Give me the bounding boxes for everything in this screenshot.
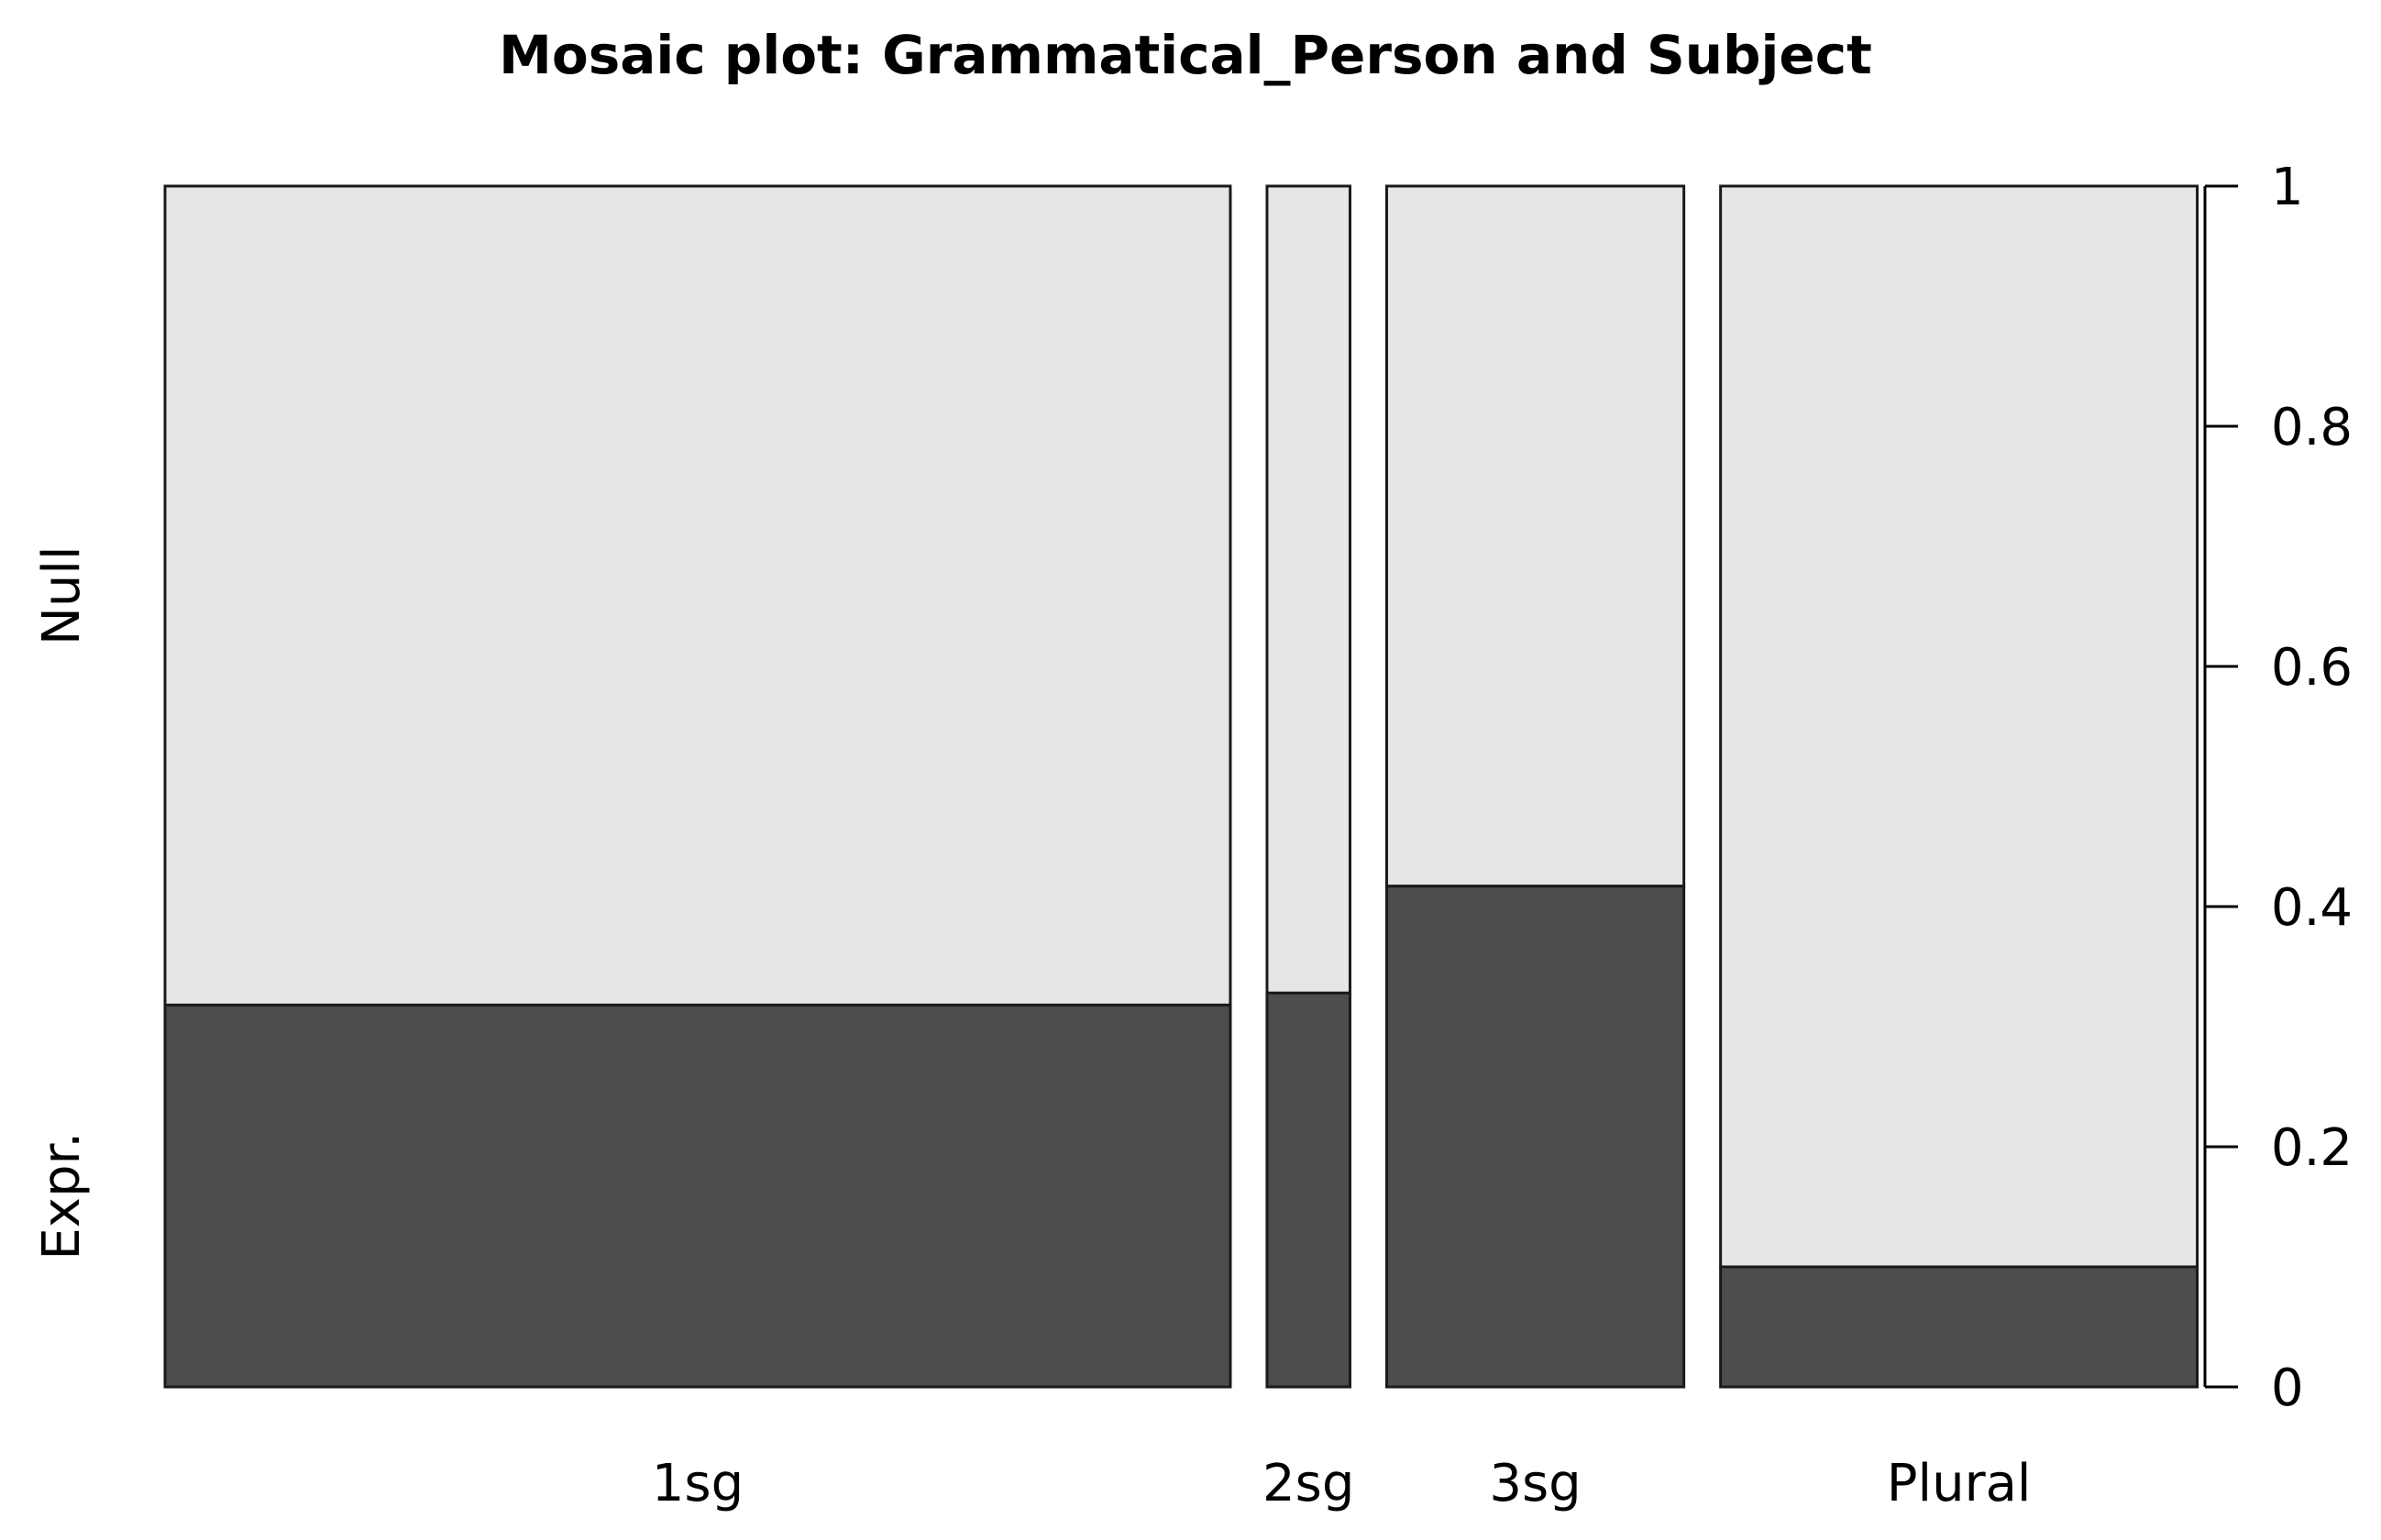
y-axis: 0 0.2 0.4 0.6 0.8 1 [2203, 158, 2353, 1418]
y-tick-label: 0.2 [2271, 1118, 2353, 1178]
tile-1sg-expr [163, 1003, 1232, 1389]
tile-1sg-null [163, 184, 1232, 1006]
tile-plural-null [1719, 184, 2199, 1269]
tile-plural-expr [1719, 1265, 2199, 1389]
mosaic-tiles [163, 184, 2199, 1389]
category-label-plural: Plural [1887, 1454, 2032, 1513]
y-tick-label: 0.4 [2271, 878, 2353, 938]
y-tick-label: 0 [2271, 1358, 2304, 1418]
category-label-1sg: 1sg [652, 1454, 744, 1513]
y-tick-label: 0.8 [2271, 398, 2353, 457]
level-label-expr: Expr. [32, 1132, 92, 1260]
tile-2sg-null [1265, 184, 1351, 995]
category-labels: 1sg 2sg 3sg Plural [652, 1454, 2032, 1513]
y-tick-label: 1 [2271, 158, 2304, 217]
tile-3sg-expr [1384, 885, 1686, 1389]
level-label-null: Null [32, 545, 92, 645]
category-label-2sg: 2sg [1262, 1454, 1354, 1513]
level-labels: Expr. Null [32, 545, 92, 1260]
chart-title: Mosaic plot: Grammatical_Person and Subj… [499, 24, 1872, 86]
tile-3sg-null [1384, 184, 1686, 888]
y-tick-label: 0.6 [2271, 638, 2353, 698]
tile-2sg-expr [1265, 991, 1351, 1389]
category-label-3sg: 3sg [1489, 1454, 1581, 1513]
